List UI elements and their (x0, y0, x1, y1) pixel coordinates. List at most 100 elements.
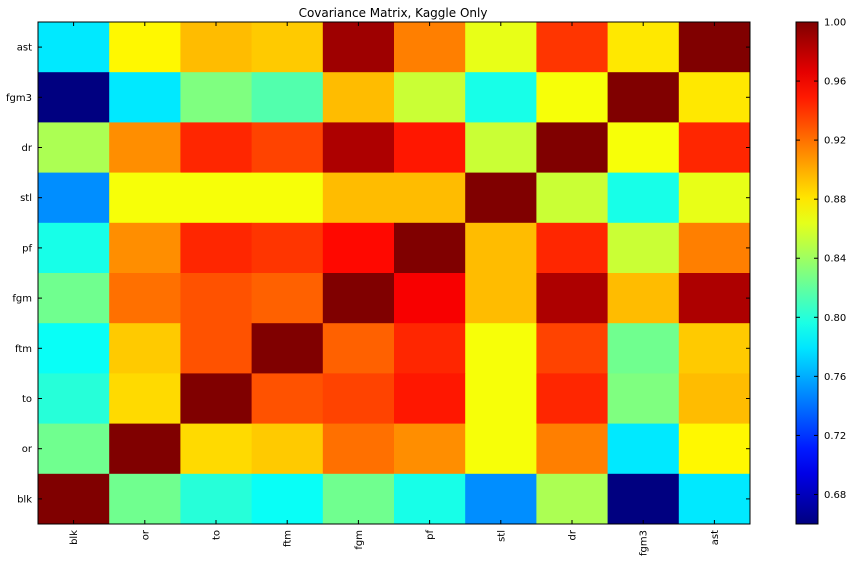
heatmap-cell (536, 273, 609, 324)
heatmap-cell (109, 423, 181, 475)
heatmap-cell (394, 172, 466, 224)
heatmap-cell (251, 222, 324, 274)
heatmap-cell (607, 72, 680, 123)
heatmap-cell (251, 323, 324, 374)
heatmap-cell (38, 423, 110, 475)
y-tick-label: to (22, 394, 32, 405)
heatmap-cell (180, 273, 253, 324)
heatmap-cell (678, 273, 751, 324)
colorbar-gradient (795, 21, 819, 525)
heatmap-cell (394, 473, 466, 525)
heatmap-cell (38, 222, 110, 274)
heatmap-cell (465, 423, 537, 475)
heatmap-cell (394, 423, 466, 475)
heatmap-cell (180, 423, 253, 475)
heatmap-cell (38, 172, 110, 224)
heatmap-cell (678, 72, 751, 123)
heatmap-cell (536, 423, 609, 475)
heatmap-cell (465, 22, 537, 73)
heatmap-cell (322, 473, 395, 525)
heatmap-cell (607, 172, 680, 224)
heatmap-cell (251, 122, 324, 174)
heatmap-cell (251, 172, 324, 224)
heatmap-cell (322, 22, 395, 73)
heatmap-cell (180, 473, 253, 525)
heatmap-cell (536, 22, 609, 73)
y-tick-label: ftm (15, 344, 32, 355)
y-tick-label: fgm (12, 294, 32, 305)
heatmap-cell (109, 323, 181, 374)
colorbar-tick-label: 0.84 (824, 254, 846, 265)
colorbar-tick-label: 0.68 (824, 490, 846, 501)
heatmap-cell (109, 473, 181, 525)
x-axis-ticks: blk or to ftm fgm pf stl dr fgm3 ast (69, 22, 721, 556)
x-tick-label: blk (69, 530, 80, 545)
heatmap-cell (251, 373, 324, 425)
heatmap-cell (678, 323, 751, 374)
heatmap-cell (607, 122, 680, 174)
heatmap-cell (322, 273, 395, 324)
heatmap-cell (180, 172, 253, 224)
heatmap-cell (180, 22, 253, 73)
heatmap-cell (394, 323, 466, 374)
heatmap-cell (109, 222, 181, 274)
heatmap-cell (678, 172, 751, 224)
y-tick-label: ast (17, 43, 32, 54)
colorbar-tick-label: 0.80 (824, 313, 846, 324)
x-tick-label: to (212, 530, 223, 540)
heatmap-cell (38, 22, 110, 73)
x-tick-label: fgm (354, 530, 365, 550)
y-tick-label: dr (22, 143, 33, 154)
heatmap-cell (109, 122, 181, 174)
heatmap-cell (394, 373, 466, 425)
y-tick-label: blk (17, 494, 32, 505)
heatmap-cell (38, 473, 110, 525)
heatmap-cell (322, 172, 395, 224)
x-tick-label: stl (496, 530, 507, 542)
x-tick-label: ast (710, 530, 721, 545)
heatmap-cell (322, 72, 395, 123)
heatmap-cell (109, 72, 181, 123)
heatmap-cell (536, 473, 609, 525)
heatmap-cell (465, 72, 537, 123)
heatmap-cell (394, 222, 466, 274)
x-tick-label: ftm (283, 530, 294, 547)
heatmap-cell (109, 172, 181, 224)
heatmap-cell (322, 222, 395, 274)
heatmap-cell (38, 323, 110, 374)
x-tick-label: fgm3 (639, 530, 650, 556)
heatmap-cell (322, 323, 395, 374)
colorbar-tick-label: 0.72 (824, 431, 846, 442)
heatmap-cell (465, 172, 537, 224)
heatmap-cell (109, 273, 181, 324)
colorbar-tick-label: 0.88 (824, 195, 846, 206)
heatmap-cell (607, 373, 680, 425)
y-axis-ticks: ast fgm3 dr stl pf fgm ftm to or blk (6, 43, 750, 505)
heatmap-cell (607, 222, 680, 274)
heatmap-cell (536, 222, 609, 274)
heatmap-cell (251, 473, 324, 525)
heatmap-cell (465, 473, 537, 525)
heatmap-cell (251, 273, 324, 324)
y-tick-label: or (22, 444, 33, 455)
x-tick-label: pf (425, 530, 436, 540)
colorbar: 0.68 0.72 0.76 0.80 0.84 0.88 0.92 0.96 1.00 (795, 18, 846, 525)
heatmap-cell (465, 373, 537, 425)
heatmap-cell (607, 423, 680, 475)
colorbar-tick-label: 0.76 (824, 372, 846, 383)
heatmap-cell (394, 273, 466, 324)
heatmap-cell (394, 72, 466, 123)
heatmap-cell (394, 122, 466, 174)
heatmap-cell (180, 373, 253, 425)
heatmap-cell (607, 323, 680, 374)
heatmap-cell (607, 473, 680, 525)
heatmap-cell (678, 473, 751, 525)
heatmap-cell (465, 273, 537, 324)
heatmap-cell (678, 423, 751, 475)
heatmap-cell (465, 222, 537, 274)
heatmap-cell (38, 72, 110, 123)
x-tick-label: or (140, 529, 151, 540)
heatmap-cell (678, 22, 751, 73)
colorbar-tick-label: 0.96 (824, 77, 846, 88)
